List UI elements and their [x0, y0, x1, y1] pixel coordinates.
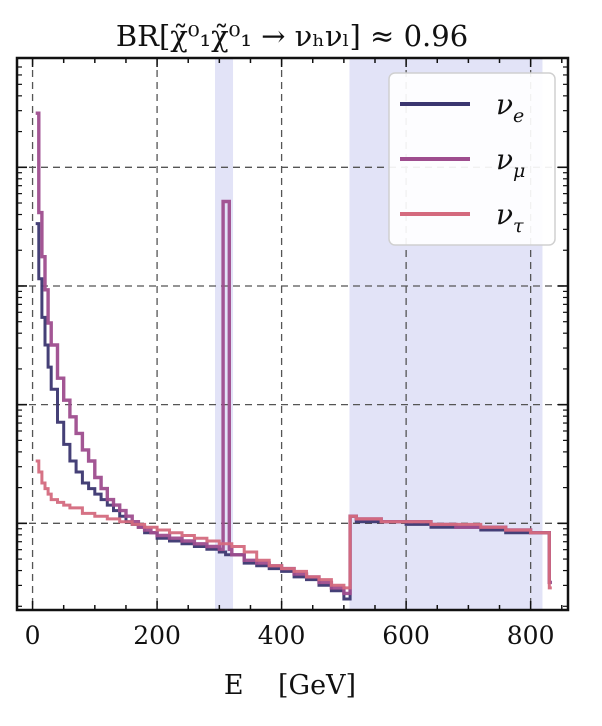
series-line-3 — [35, 459, 552, 590]
legend-label-2: νμ — [496, 143, 525, 182]
x-tick-label: 0 — [25, 621, 41, 650]
x-axis-label: E [GeV] — [224, 670, 356, 701]
series-group — [35, 111, 552, 601]
legend-label-1: νe — [496, 88, 524, 127]
chart-title: BR[χ̃⁰₁χ̃⁰₁ → νₕνₗ] ≈ 0.96 — [116, 19, 468, 53]
x-tick-label: 600 — [382, 621, 430, 650]
legend: νe νμ ντ — [388, 72, 556, 246]
x-tick-label: 200 — [133, 621, 181, 650]
legend-label-3: ντ — [496, 198, 524, 237]
legend-box — [388, 72, 556, 246]
plot-frame — [15, 56, 570, 612]
x-tick-label: 400 — [258, 621, 306, 650]
x-tick-label: 800 — [507, 621, 555, 650]
axis-ticks: 0 200 400 600 800 — [17, 58, 568, 650]
